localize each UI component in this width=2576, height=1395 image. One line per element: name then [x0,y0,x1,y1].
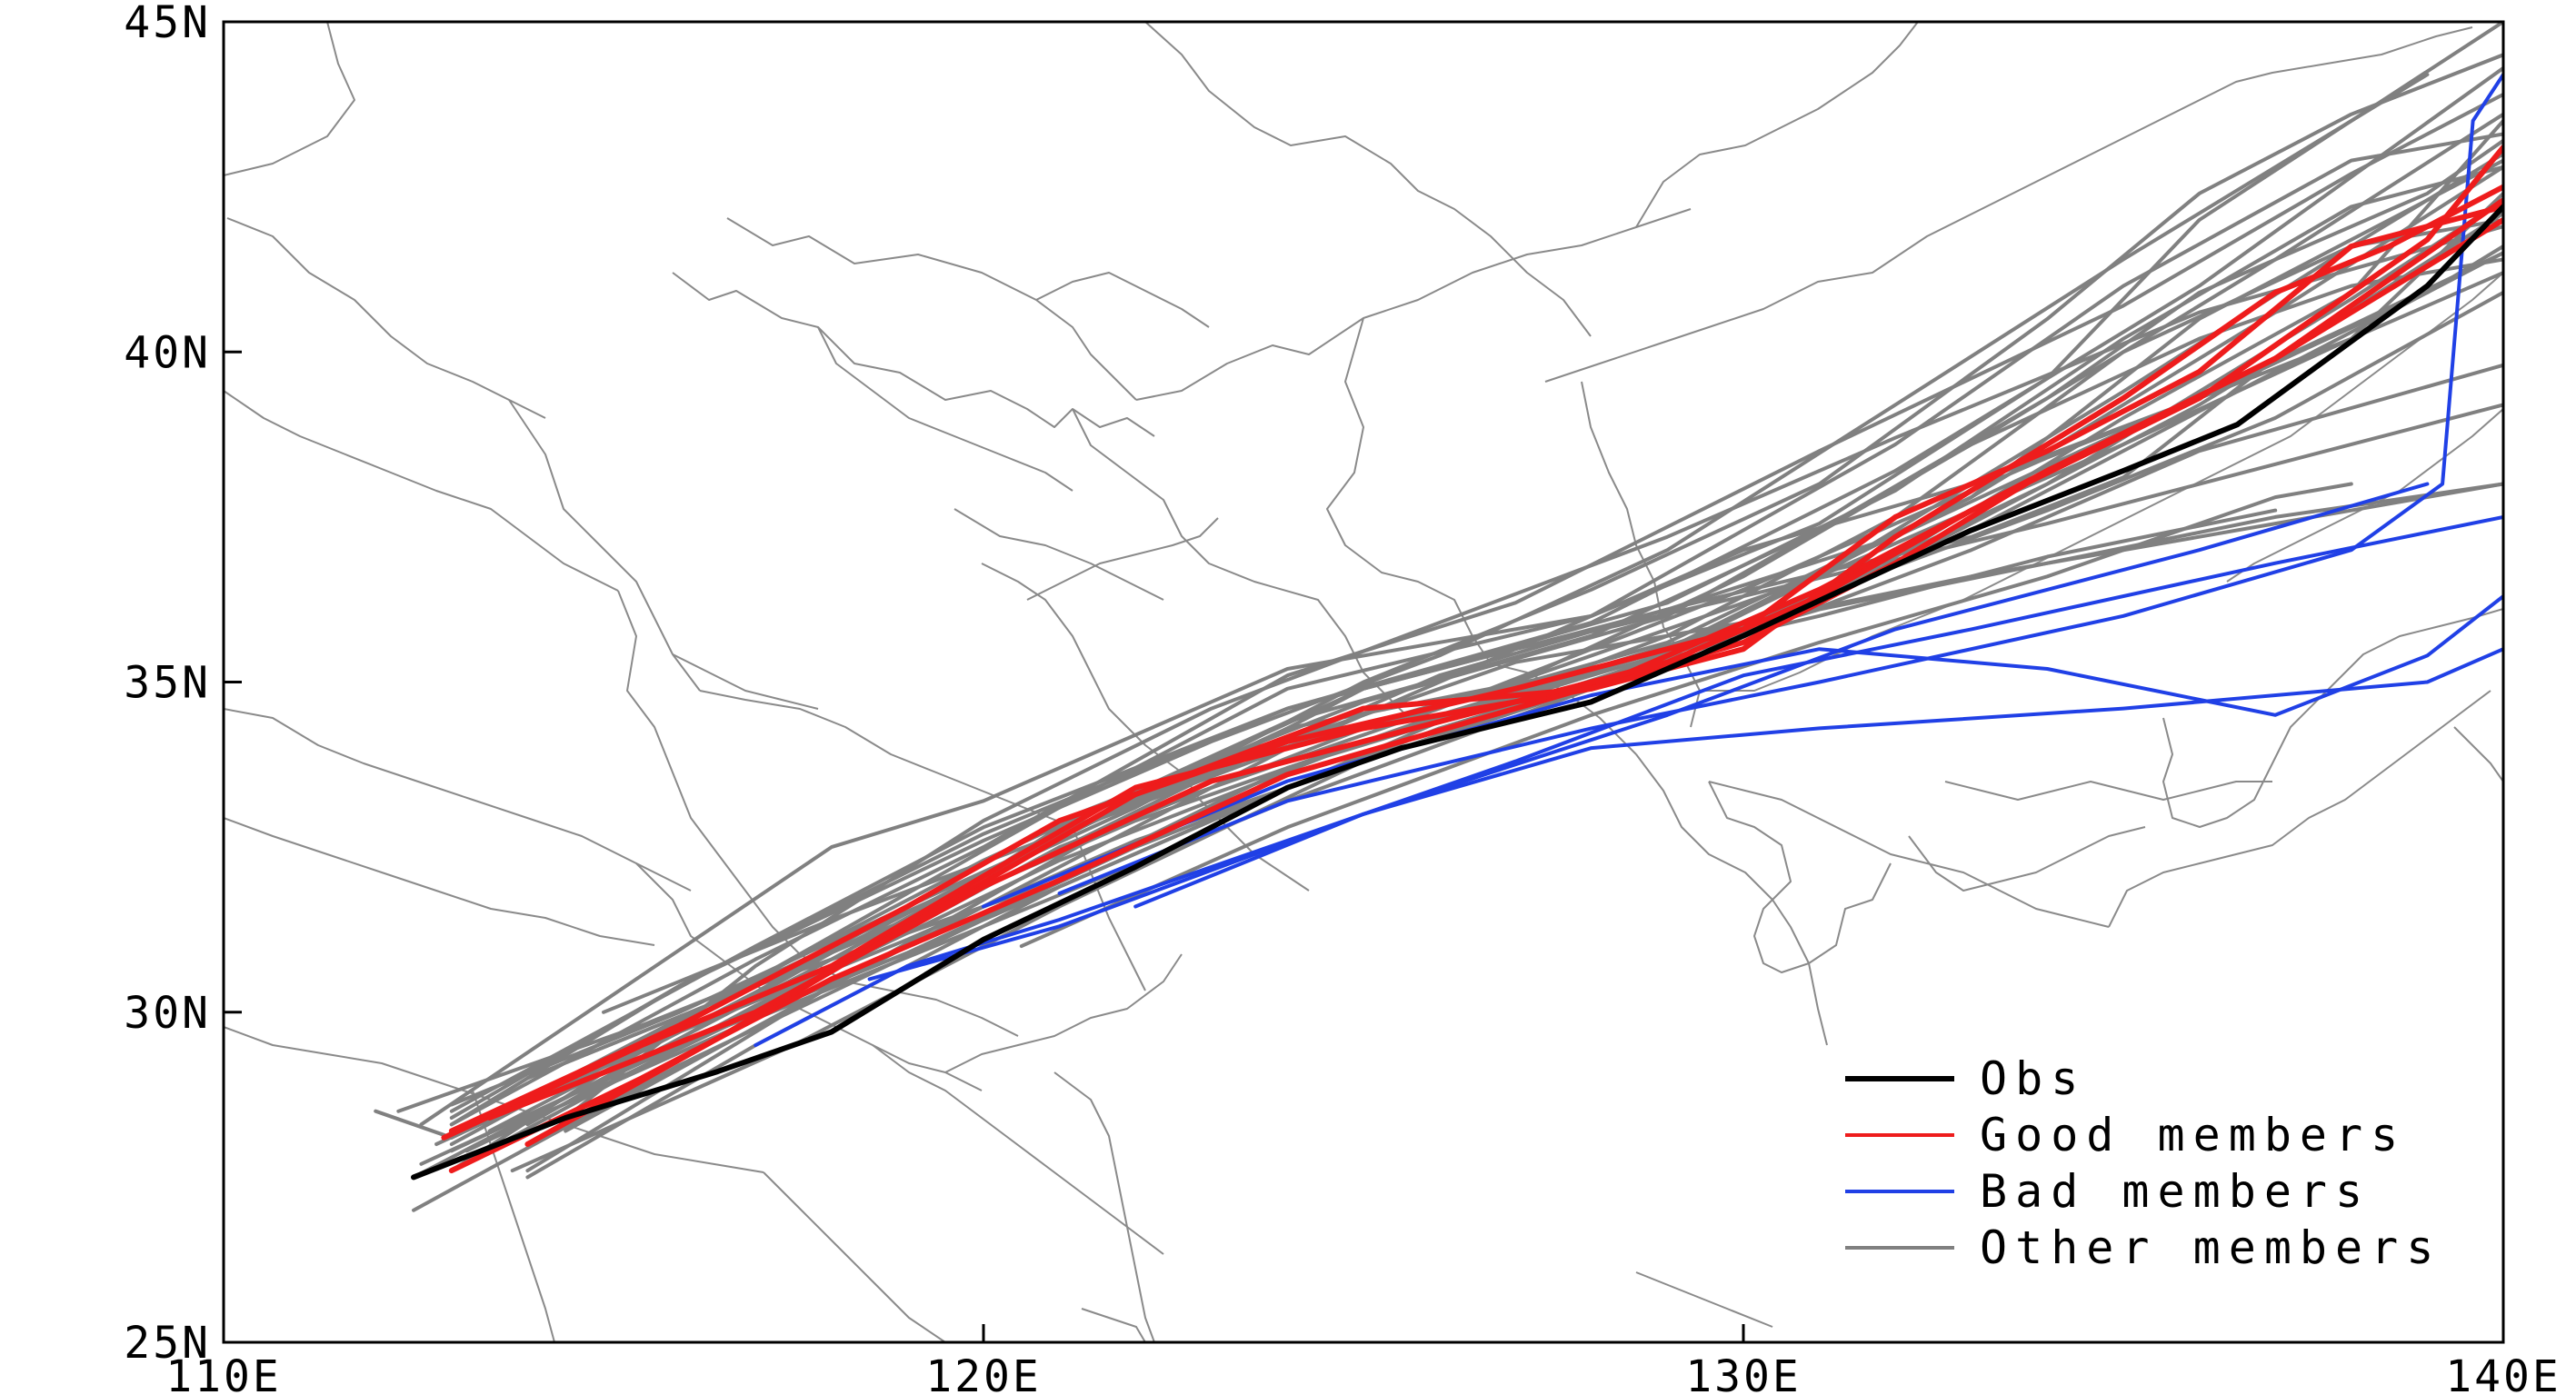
x-tick-label: 110E [165,1351,282,1395]
y-tick-label: 45N [124,0,211,48]
y-tick-label: 30N [124,988,211,1039]
x-tick-label: 130E [1685,1351,1802,1395]
other-member-track-16 [564,244,2503,1133]
other-member-track-12 [449,92,2503,1127]
good-member-track-38 [524,184,2503,1147]
legend-label: Obs [1980,1052,2086,1105]
other-member-track-26 [1019,482,2353,949]
y-tick-label: 35N [124,658,211,709]
geographic-boundaries [224,22,2503,1342]
other-member-track-18 [564,224,2503,1120]
other-member-track-17 [449,73,2430,1120]
axes: 110E 120E 130E 140E 25N 30N 35N 40N 45N [124,0,2561,1395]
bad-member-track-33 [1133,647,2503,909]
y-tick-label: 40N [124,327,211,378]
obs-member-track-41 [411,204,2503,1181]
bad-member-track-32 [867,482,2430,981]
x-tick-label: 120E [925,1351,1042,1395]
good-member-track-40 [448,204,2503,1134]
y-tick-label: 25N [124,1318,211,1369]
other-member-track-29 [419,132,2503,1127]
x-tick-label: 140E [2445,1351,2561,1395]
legend-label: Bad members [1980,1165,2371,1218]
legend-label: Good members [1980,1109,2406,1161]
bad-member-track-31 [754,514,2503,1048]
legend-label: Other members [1980,1221,2441,1274]
good-member-track-37 [441,217,2503,1141]
other-member-track-21 [525,251,2503,1081]
track-lines [374,22,2503,1212]
good-member-track-39 [486,144,2503,1121]
other-member-track-24 [449,138,2503,1173]
other-member-track-30 [905,218,2503,955]
